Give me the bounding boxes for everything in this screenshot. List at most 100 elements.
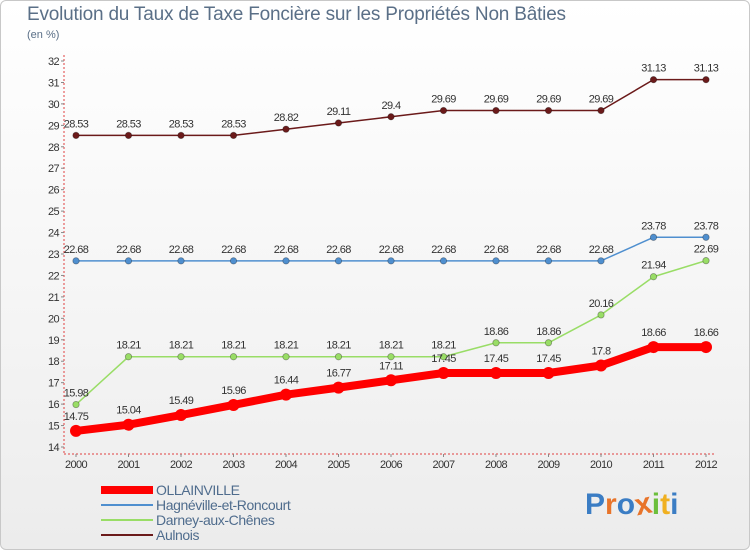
data-label: 28.53 xyxy=(221,118,246,130)
data-point xyxy=(282,125,290,133)
data-label: 14.75 xyxy=(64,411,89,423)
data-label: 17.45 xyxy=(431,353,456,365)
y-tick-label: 18 xyxy=(48,356,60,368)
data-point xyxy=(702,233,710,241)
data-point xyxy=(177,257,185,265)
data-label: 16.77 xyxy=(326,368,351,380)
chart-subtitle: (en %) xyxy=(27,29,60,41)
data-label: 17.11 xyxy=(379,360,403,372)
data-point xyxy=(124,131,133,140)
y-tick-label: 26 xyxy=(48,185,60,197)
data-point xyxy=(544,257,553,265)
x-tick-label: 2011 xyxy=(643,459,665,471)
data-label: 18.66 xyxy=(694,327,719,339)
data-label: 29.4 xyxy=(381,100,400,112)
data-point xyxy=(702,257,710,265)
data-point xyxy=(439,353,448,361)
data-point xyxy=(387,257,395,265)
data-label: 18.21 xyxy=(169,340,194,352)
logo-letter: i xyxy=(670,488,679,521)
x-tick-label: 2003 xyxy=(222,459,245,471)
data-point xyxy=(229,257,238,265)
data-point xyxy=(542,367,555,380)
data-label: 16.44 xyxy=(274,375,299,387)
logo-letter: i xyxy=(651,488,661,521)
x-tick-label: 2008 xyxy=(485,459,508,471)
data-label: 28.53 xyxy=(116,118,141,130)
data-point xyxy=(124,257,133,265)
x-tick-label: 2010 xyxy=(590,459,613,471)
data-label: 18.66 xyxy=(641,327,666,339)
y-tick-label: 25 xyxy=(48,206,60,218)
data-label: 29.11 xyxy=(327,106,351,118)
data-point xyxy=(332,381,345,394)
data-point xyxy=(282,257,290,265)
y-tick-label: 16 xyxy=(48,399,60,411)
y-tick-label: 17 xyxy=(48,378,60,390)
data-label: 29.69 xyxy=(431,94,456,106)
y-tick-label: 27 xyxy=(48,163,60,175)
proxiti-logo: Proxiti xyxy=(585,487,679,523)
data-label: 22.68 xyxy=(379,244,404,256)
data-label: 20.16 xyxy=(589,298,614,310)
data-label: 18.21 xyxy=(431,340,456,352)
data-point xyxy=(544,339,553,347)
x-tick-label: 2001 xyxy=(117,459,140,471)
data-point xyxy=(229,353,238,361)
series-aulnois xyxy=(72,76,710,140)
data-point xyxy=(490,367,502,380)
logo-letter: t xyxy=(660,488,671,521)
y-tick-label: 21 xyxy=(48,292,60,304)
data-point xyxy=(649,76,658,84)
data-point xyxy=(597,311,605,319)
data-point xyxy=(492,106,500,115)
legend-label: Darney-aux-Chênes xyxy=(156,512,275,528)
data-point xyxy=(70,424,82,437)
data-point xyxy=(437,367,450,380)
chart-title: Evolution du Taux de Taxe Foncière sur l… xyxy=(27,4,566,25)
series-hagn-ville-et-roncourt xyxy=(72,233,710,265)
data-label: 23.78 xyxy=(641,220,666,232)
data-point xyxy=(122,418,135,431)
data-point xyxy=(649,273,658,281)
data-point xyxy=(72,400,80,409)
y-tick-label: 30 xyxy=(48,99,60,111)
series-layer xyxy=(70,76,712,437)
data-label: 22.68 xyxy=(589,244,614,256)
data-point xyxy=(595,359,607,372)
data-label: 15.98 xyxy=(64,388,89,400)
x-tick-label: 2005 xyxy=(327,459,350,471)
data-point xyxy=(492,339,500,347)
data-label: 22.69 xyxy=(694,244,719,256)
data-point xyxy=(387,113,395,121)
data-label: 22.68 xyxy=(536,244,561,256)
data-point xyxy=(385,374,397,387)
data-label: 31.13 xyxy=(641,63,666,75)
data-label: 28.53 xyxy=(64,118,89,130)
y-tick-label: 20 xyxy=(48,313,60,325)
data-point xyxy=(334,119,343,127)
data-label: 29.69 xyxy=(589,94,614,106)
data-point xyxy=(647,341,660,354)
logo-letter: r xyxy=(605,488,617,521)
y-tick-label: 23 xyxy=(48,249,60,261)
data-label: 17.45 xyxy=(536,353,561,365)
legend-swatch xyxy=(101,519,153,521)
data-point xyxy=(175,409,187,422)
data-label: 22.68 xyxy=(64,244,89,256)
data-point xyxy=(177,131,185,140)
legend-swatch xyxy=(101,486,153,494)
data-label: 22.68 xyxy=(274,244,299,256)
y-tick-label: 31 xyxy=(48,77,60,89)
data-label: 18.21 xyxy=(326,340,351,352)
data-label: 22.68 xyxy=(221,244,246,256)
data-label: 23.78 xyxy=(694,220,719,232)
data-label: 17.45 xyxy=(484,353,509,365)
y-tick-label: 32 xyxy=(48,56,60,68)
x-tick-label: 2002 xyxy=(170,459,193,471)
data-label: 18.21 xyxy=(274,340,299,352)
y-tick-label: 22 xyxy=(48,270,60,282)
data-label: 29.69 xyxy=(484,94,509,106)
data-point xyxy=(387,353,395,361)
